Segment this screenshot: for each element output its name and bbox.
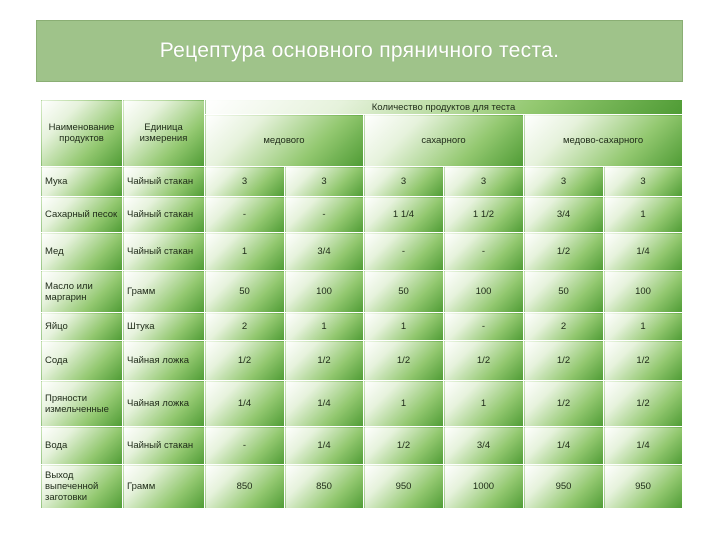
quantity-cell: 50 [523,270,604,313]
quantity-cell: 2 [204,312,285,341]
quantity-cell: 1/4 [523,426,604,465]
product-name-cell: Пряности измельченные [40,380,123,427]
recipe-table: Наименование продуктов Единица измерения… [40,99,684,509]
quantity-cell: 3/4 [284,232,364,271]
quantity-cell: - [443,312,524,341]
quantity-cell: 3 [443,166,524,197]
quantity-cell: 1 [363,312,444,341]
quantity-cell: 1/2 [284,340,364,381]
subheader-sugar: сахарного [363,114,524,167]
quantity-cell: 1/2 [363,426,444,465]
quantity-cell: 1/2 [523,340,604,381]
unit-cell: Чайный стакан [122,196,205,233]
table-row: Выход выпеченной заготовки Грамм 850 850 950… [40,464,684,509]
product-name-cell: Выход выпеченной заготовки [40,464,123,509]
quantity-cell: 1/2 [363,340,444,381]
unit-cell: Штука [122,312,205,341]
quantity-cell: - [204,426,285,465]
product-name-cell: Вода [40,426,123,465]
quantity-cell: 1 [284,312,364,341]
quantity-cell: 50 [363,270,444,313]
quantity-cell: - [363,232,444,271]
quantity-cell: 1 1/2 [443,196,524,233]
quantity-cell: 3 [284,166,364,197]
quantity-cell: 950 [363,464,444,509]
subheader-honey-sugar: медово-сахарного [522,114,684,167]
unit-cell: Чайный стакан [122,166,205,197]
table-row: Сахарный песок Чайный стакан - -1 1/4 1 1/2 3… [40,196,684,233]
quantity-cell: 3 [204,166,285,197]
table-row: Мука Чайный стакан 3 3 3 3 3 3 [40,166,684,197]
quantity-cell: 850 [204,464,285,509]
quantity-cell: 1/4 [284,426,364,465]
quantity-cell: 1/4 [204,380,285,427]
quantity-cell: 1 [363,380,444,427]
quantity-cell: 1 1/4 [363,196,444,233]
quantity-cell: 100 [443,270,524,313]
table-row: Мед Чайный стакан 1 3/4- -1/2 1/4 [40,232,684,271]
quantity-cell: 950 [602,464,684,509]
quantity-cell: 3/4 [523,196,604,233]
quantity-cell: 1/2 [602,380,684,427]
unit-cell: Грамм [122,270,205,313]
quantity-cell: 1/2 [443,340,524,381]
quantity-cell: 3 [523,166,604,197]
recipe-body: Мука Чайный стакан 3 3 3 3 3 3 Сахарный песок Чай… [40,166,684,509]
quantity-cell: 100 [284,270,364,313]
product-name-cell: Сода [40,340,123,381]
title-banner: Рецептура основного пряничного теста. [36,20,683,82]
unit-cell: Грамм [122,464,205,509]
quantity-cell: 100 [602,270,684,313]
quantity-cell: 1 [602,196,684,233]
header-product-name: Наименование продуктов [40,99,123,167]
product-name-cell: Яйцо [40,312,123,341]
quantity-cell: - [443,232,524,271]
quantity-cell: 1/4 [602,426,684,465]
quantity-cell: - [284,196,364,233]
product-name-cell: Масло или маргарин [40,270,123,313]
unit-cell: Чайный стакан [122,232,205,271]
table-row: Масло или маргарин Грамм 50 100 50 100 50 100 [40,270,684,313]
quantity-cell: 1 [443,380,524,427]
table-row: Сода Чайная ложка 1/2 1/2 1/2 1/2 1/2 1/2 [40,340,684,381]
quantity-cell: 950 [523,464,604,509]
header-quantity-group: Количество продуктов для теста [203,99,684,115]
quantity-cell: 1/2 [602,340,684,381]
quantity-cell: 1000 [443,464,524,509]
quantity-cell: 1/2 [523,380,604,427]
header-row: Наименование продуктов Единица измерения… [40,99,684,167]
quantity-cell: 2 [523,312,604,341]
page-title: Рецептура основного пряничного теста. [159,39,560,62]
product-name-cell: Сахарный песок [40,196,123,233]
quantity-cell: 1/4 [602,232,684,271]
quantity-cell: 3 [602,166,684,197]
quantity-cell: 1 [204,232,285,271]
product-name-cell: Мед [40,232,123,271]
table-row: Яйцо Штука 2 1 1-2 1 [40,312,684,341]
header-unit: Единица измерения [122,99,205,167]
quantity-cell: 850 [284,464,364,509]
table-row: Пряности измельченные Чайная ложка 1/4 1/4 1… [40,380,684,427]
quantity-cell: 1 [602,312,684,341]
quantity-cell: 1/2 [204,340,285,381]
quantity-cell: 1/4 [284,380,364,427]
table-row: Вода Чайный стакан -1/4 1/2 3/4 1/4 1/4 [40,426,684,465]
quantity-cell: 1/2 [523,232,604,271]
subheader-row: медового сахарного медово-сахарного [41,114,684,167]
subheader-honey: медового [204,114,364,167]
unit-cell: Чайная ложка [122,340,205,381]
unit-cell: Чайный стакан [122,426,205,465]
product-name-cell: Мука [40,166,123,197]
quantity-cell: - [204,196,285,233]
quantity-cell: 3/4 [443,426,524,465]
quantity-cell: 50 [204,270,285,313]
quantity-cell: 3 [363,166,444,197]
unit-cell: Чайная ложка [122,380,205,427]
